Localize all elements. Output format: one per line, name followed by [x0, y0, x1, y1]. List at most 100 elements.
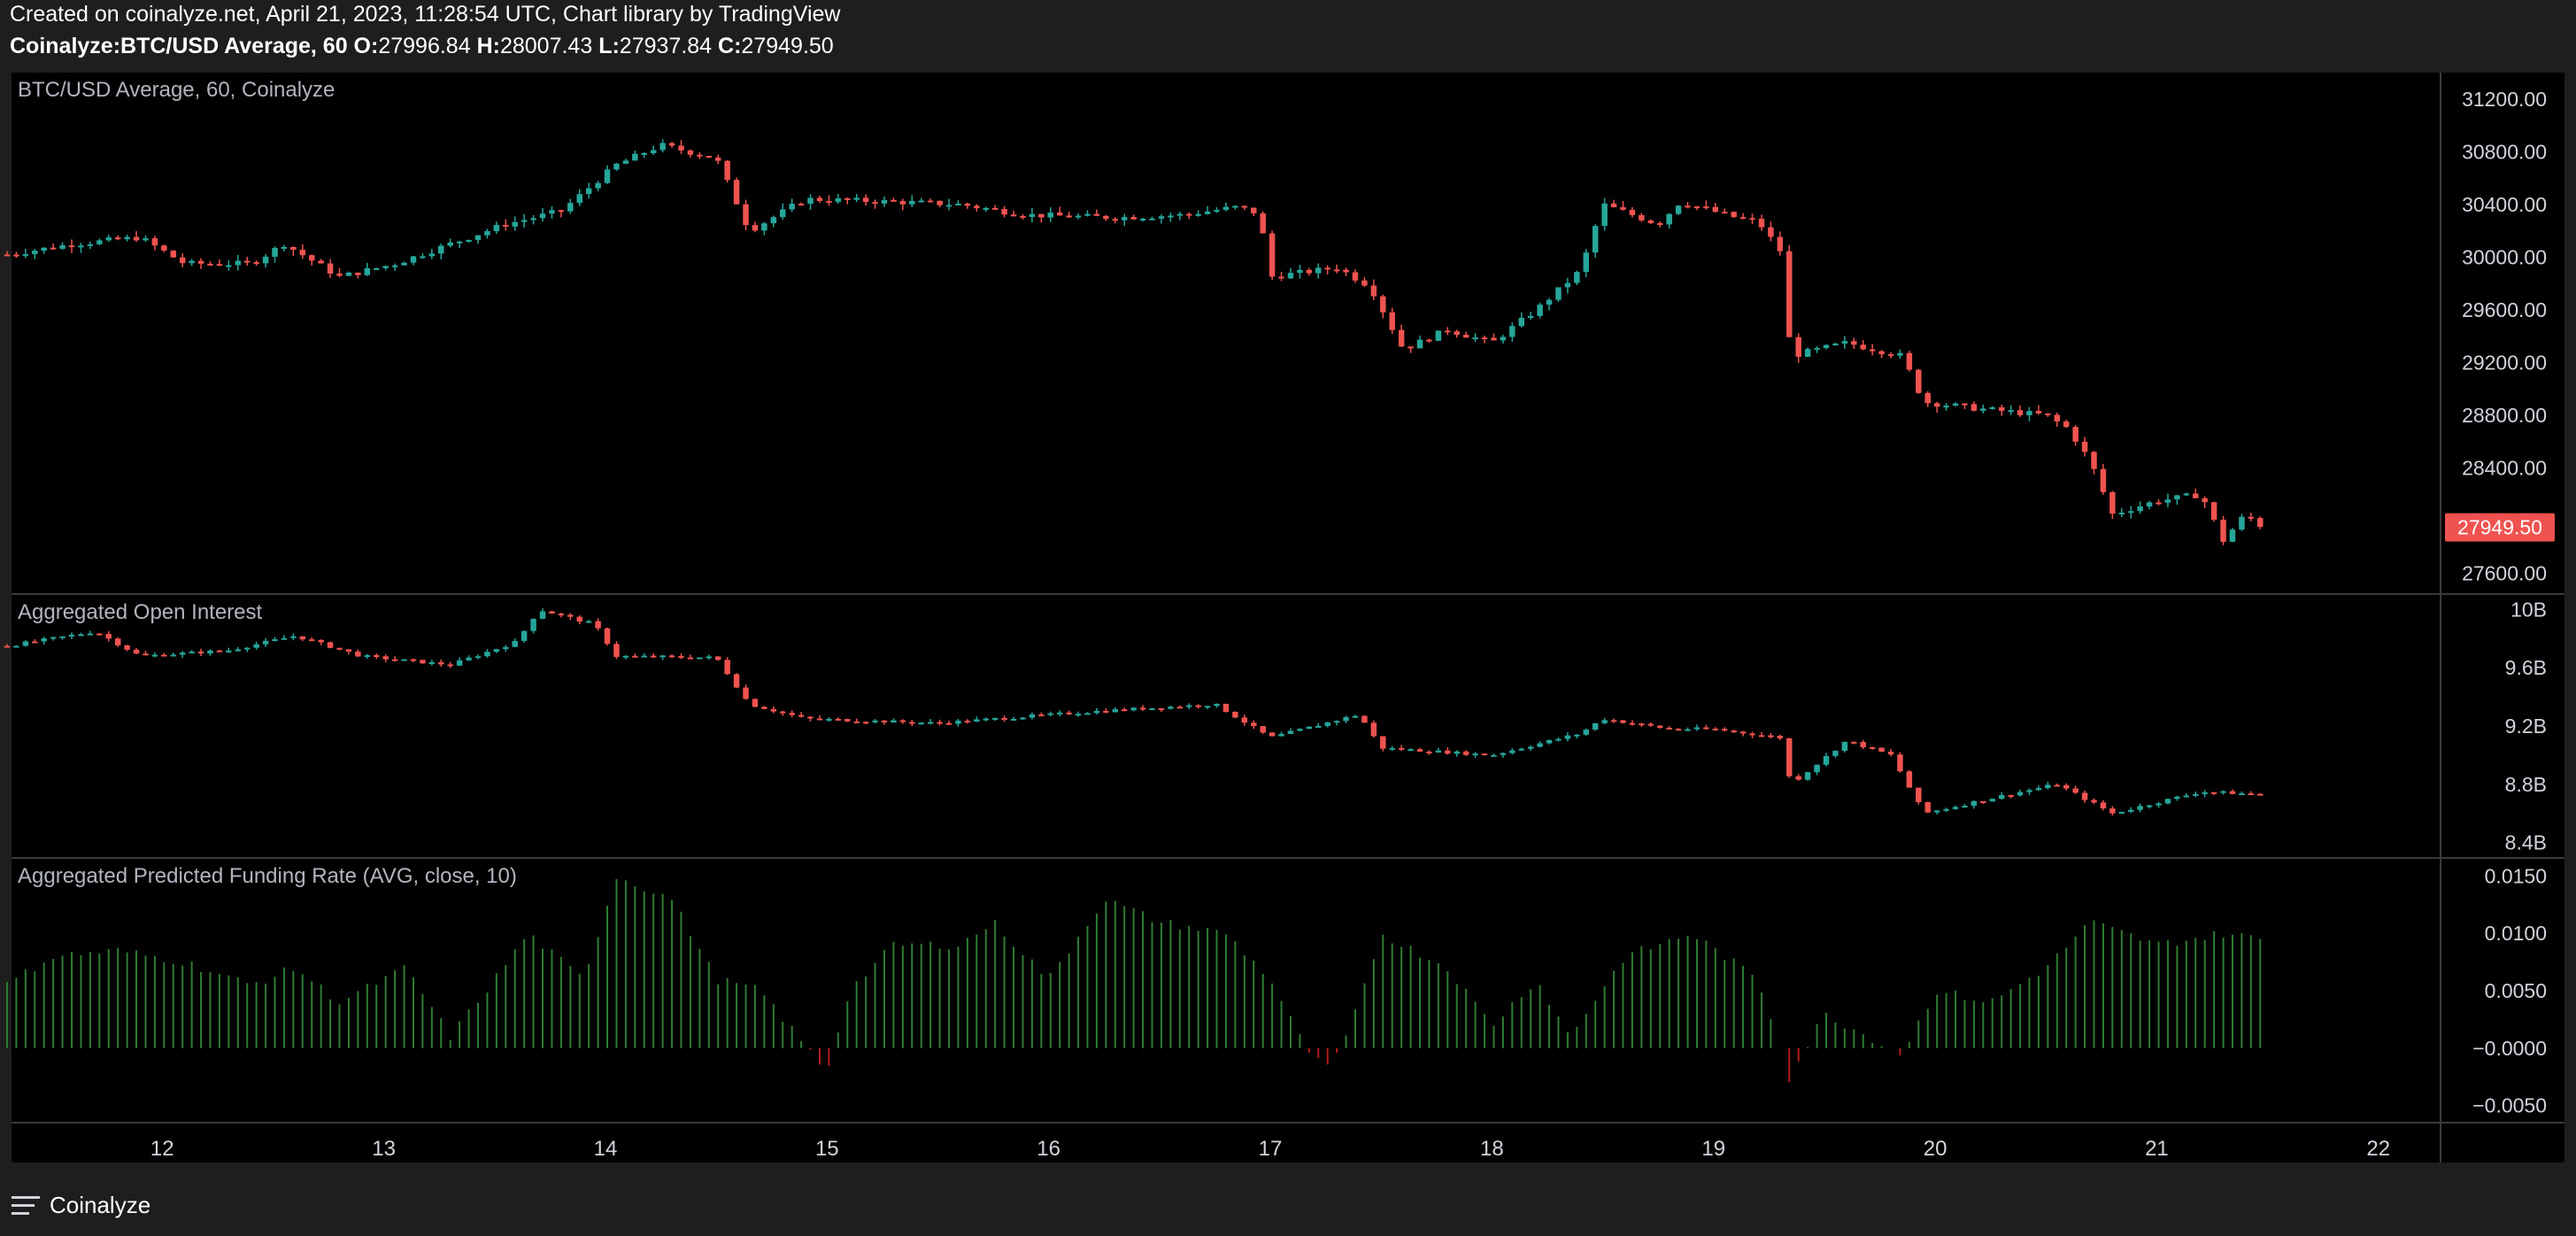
candle [262, 256, 269, 264]
candle [143, 238, 149, 241]
candle [345, 272, 352, 276]
candle [1841, 741, 1848, 752]
candle [2100, 468, 2107, 492]
candle [290, 246, 297, 251]
candle [1906, 771, 1913, 788]
candle [845, 197, 851, 200]
candle [124, 236, 130, 240]
y-tick-label: 30800.00 [2462, 140, 2547, 163]
candle [659, 143, 666, 151]
candle [714, 656, 721, 660]
candle [558, 210, 565, 212]
candle [798, 715, 805, 717]
candle [216, 650, 223, 653]
candle [697, 657, 703, 660]
candle [613, 163, 620, 170]
candle [1038, 213, 1045, 218]
candle [567, 203, 574, 212]
candle [1416, 749, 1423, 752]
candle [1656, 223, 1663, 226]
candle [1639, 723, 1645, 726]
candle [1010, 718, 1017, 721]
candle [1445, 330, 1451, 333]
candle [2257, 518, 2264, 528]
candle [474, 235, 482, 241]
candle [1906, 352, 1913, 370]
candle [1056, 212, 1063, 216]
candle [964, 720, 971, 722]
candle [770, 708, 777, 712]
candle [2054, 784, 2061, 787]
candle [2081, 441, 2088, 452]
candle [2156, 803, 2162, 806]
candle [1832, 344, 1839, 346]
menu-icon[interactable] [12, 1196, 40, 1217]
candle [336, 647, 343, 650]
candle [272, 248, 278, 257]
candle [668, 143, 675, 146]
candle [124, 645, 130, 650]
candle [1426, 339, 1432, 342]
candle [114, 237, 121, 240]
candle [170, 251, 176, 258]
candle [345, 649, 352, 652]
candle [909, 722, 915, 724]
candle [1103, 215, 1109, 220]
candle [32, 251, 38, 255]
candle [68, 634, 75, 637]
candle [1185, 705, 1192, 707]
low-value: 27937.84 [619, 34, 713, 58]
candle [41, 247, 47, 251]
candle [151, 238, 158, 246]
candle [2017, 792, 2024, 796]
candle [1075, 714, 1082, 716]
candle [1398, 747, 1405, 750]
candle [1500, 336, 1507, 341]
candle [1897, 352, 1903, 356]
candle [1112, 219, 1118, 221]
candle [1481, 753, 1488, 756]
candle [78, 634, 84, 637]
candle [1564, 735, 1571, 739]
candle [1685, 205, 1691, 208]
candle [1971, 404, 1978, 411]
candle [1851, 741, 1857, 744]
close-value: 27949.50 [741, 34, 834, 58]
candle [1297, 269, 1303, 274]
candle [798, 204, 805, 206]
candle [1380, 296, 1386, 313]
candle [1897, 754, 1903, 772]
candle [1786, 251, 1793, 337]
candle [1066, 712, 1072, 715]
candle [207, 263, 213, 266]
candle [714, 157, 721, 161]
candle [1204, 211, 1211, 214]
candle [862, 197, 869, 203]
candle [632, 655, 638, 658]
candle [1916, 787, 1922, 802]
candle [974, 719, 980, 722]
y-tick-label: 0.0100 [2485, 922, 2547, 945]
candle [1139, 219, 1146, 221]
candle [13, 254, 19, 257]
candle [318, 260, 324, 264]
candle [2137, 506, 2143, 512]
candle [2202, 498, 2208, 503]
x-tick-label: 15 [815, 1137, 839, 1161]
candle [189, 260, 195, 264]
candle [197, 651, 204, 653]
candle [1537, 305, 1543, 316]
candle [1980, 800, 1986, 803]
candle [2054, 414, 2061, 421]
candle [1029, 213, 1036, 218]
x-tick-label: 20 [1924, 1137, 1947, 1161]
candle [1472, 753, 1478, 756]
candle [1574, 734, 1580, 737]
candle [918, 200, 924, 203]
candle [1583, 730, 1590, 735]
candle [114, 638, 121, 645]
candle [197, 260, 204, 264]
candle [4, 254, 11, 257]
candle [1121, 709, 1128, 712]
